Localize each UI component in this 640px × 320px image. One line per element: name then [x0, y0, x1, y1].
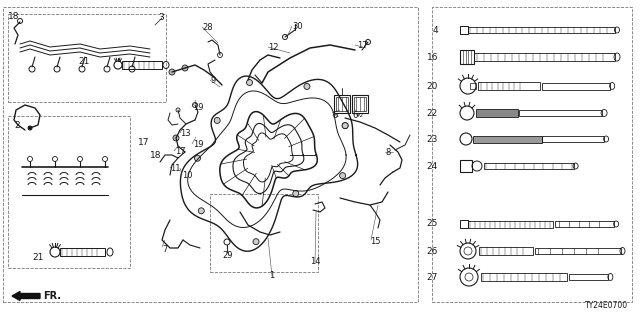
Text: TY24E0700: TY24E0700: [585, 301, 628, 310]
Text: 17: 17: [175, 147, 186, 156]
Circle shape: [340, 172, 346, 179]
Bar: [541, 83, 610, 90]
Circle shape: [198, 208, 204, 214]
Text: FR.: FR.: [43, 291, 61, 301]
Text: #2: #2: [356, 113, 364, 117]
Text: 2: 2: [14, 121, 20, 130]
Circle shape: [246, 79, 253, 85]
Text: 15: 15: [370, 237, 381, 246]
Text: 18: 18: [8, 12, 19, 20]
Text: 21: 21: [32, 252, 44, 261]
Text: 27: 27: [427, 273, 438, 282]
Circle shape: [292, 191, 299, 196]
Text: 26: 26: [427, 246, 438, 255]
FancyArrow shape: [12, 292, 40, 300]
Text: 11: 11: [170, 164, 180, 172]
Bar: [352, 95, 368, 113]
Text: 30: 30: [292, 21, 303, 30]
Text: 21: 21: [78, 57, 90, 66]
Bar: [478, 82, 540, 90]
Bar: [334, 95, 350, 113]
Bar: [432, 7, 632, 302]
Text: 7: 7: [162, 244, 168, 253]
Text: 9: 9: [210, 76, 215, 84]
Text: 3: 3: [158, 12, 164, 21]
Text: 10: 10: [182, 171, 193, 180]
Text: 20: 20: [427, 82, 438, 91]
Text: #1: #1: [332, 113, 340, 117]
Text: 4: 4: [433, 26, 438, 35]
Circle shape: [342, 123, 348, 129]
Text: 17: 17: [357, 41, 367, 50]
Bar: [535, 248, 621, 254]
Bar: [460, 160, 472, 172]
Text: 1: 1: [269, 271, 275, 281]
Text: 22: 22: [427, 108, 438, 117]
Bar: [468, 220, 553, 228]
Circle shape: [214, 117, 220, 124]
Text: 25: 25: [427, 220, 438, 228]
Bar: [122, 61, 162, 69]
Circle shape: [173, 135, 179, 141]
Bar: [479, 247, 533, 255]
Bar: [354, 97, 366, 111]
Circle shape: [304, 84, 310, 90]
Text: 5: 5: [332, 110, 337, 119]
Text: 18: 18: [150, 150, 161, 159]
Circle shape: [253, 239, 259, 245]
Bar: [3, 7, 418, 302]
Text: 17: 17: [138, 138, 150, 147]
Circle shape: [182, 65, 188, 71]
Bar: [481, 273, 567, 281]
Text: 19: 19: [193, 102, 204, 111]
Bar: [569, 274, 609, 280]
Bar: [474, 53, 615, 61]
Bar: [336, 97, 348, 111]
Bar: [542, 136, 604, 142]
Bar: [476, 109, 518, 117]
Bar: [484, 163, 573, 169]
Circle shape: [195, 155, 200, 161]
Bar: [60, 248, 105, 256]
Bar: [468, 27, 615, 33]
Bar: [518, 110, 602, 116]
Text: 8: 8: [385, 148, 390, 156]
Text: 23: 23: [427, 134, 438, 143]
Text: 19: 19: [193, 140, 204, 148]
Bar: [8, 14, 166, 102]
Text: 12: 12: [268, 43, 278, 52]
Bar: [460, 26, 468, 34]
Bar: [8, 116, 130, 268]
Text: 6: 6: [352, 110, 357, 119]
Bar: [460, 50, 474, 64]
Bar: [210, 194, 318, 272]
Text: 13: 13: [180, 129, 191, 138]
Text: 28: 28: [202, 22, 212, 31]
Text: 14: 14: [310, 258, 321, 267]
Bar: [473, 135, 542, 142]
Circle shape: [169, 69, 175, 75]
Bar: [470, 83, 476, 89]
Bar: [460, 220, 468, 228]
Text: 24: 24: [427, 162, 438, 171]
Text: 29: 29: [222, 251, 232, 260]
Bar: [556, 221, 614, 227]
Circle shape: [342, 123, 348, 129]
Circle shape: [28, 126, 32, 130]
Text: 16: 16: [426, 52, 438, 61]
